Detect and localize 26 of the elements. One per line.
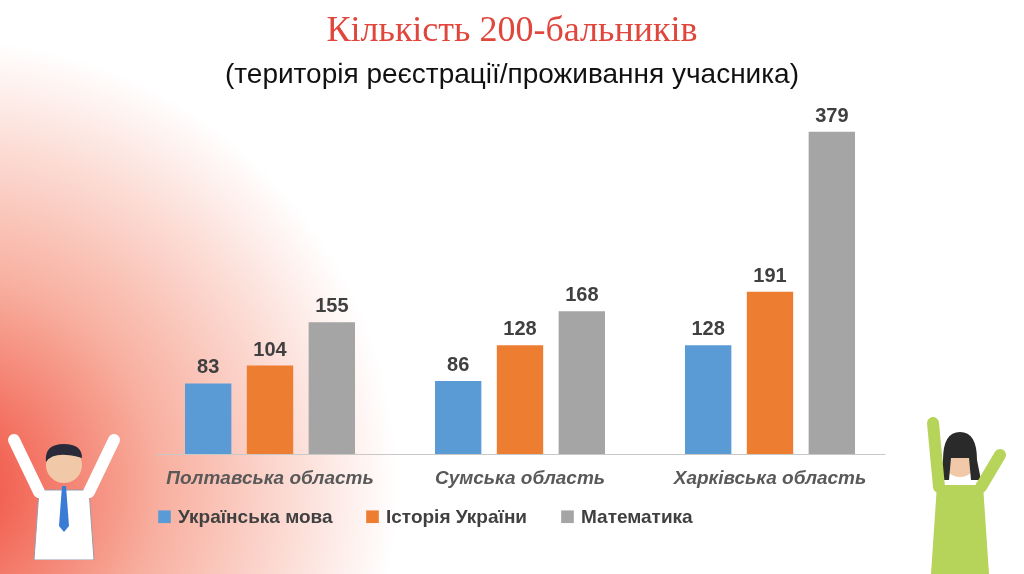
bar [746,291,794,454]
x-tick-label: Харківська область [672,466,867,488]
bar [185,383,232,454]
data-label: 104 [253,337,288,360]
bar [496,345,544,454]
data-label: 168 [565,283,599,306]
bar [308,322,355,454]
x-tick-label: Сумська область [434,466,606,488]
legend-label: Історія України [386,505,528,527]
legend-label: Математика [581,505,694,527]
data-label: 191 [753,263,787,286]
legend-label: Українська мова [178,505,334,527]
data-label: 128 [691,317,725,340]
bar [808,131,855,454]
bar [558,311,605,454]
bar [685,345,732,454]
data-label: 155 [315,294,349,317]
data-label: 379 [815,103,849,126]
data-label: 128 [503,317,537,340]
chart-title: Кількість 200-бальників [325,8,699,50]
data-label: 83 [197,355,220,378]
chart-subtitle: (територія реєстрації/проживання учасника) [223,58,800,90]
data-label: 86 [447,352,470,375]
bar [246,365,294,454]
bar [435,380,482,454]
x-tick-label: Полтавська область [166,466,374,488]
